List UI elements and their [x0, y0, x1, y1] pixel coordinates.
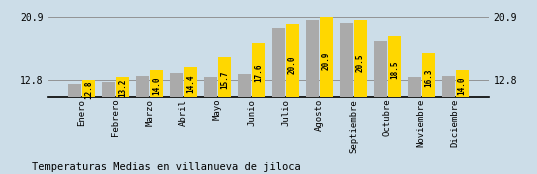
Text: 20.5: 20.5	[356, 53, 365, 72]
Bar	[442, 76, 455, 174]
Text: 18.5: 18.5	[390, 60, 399, 79]
Bar	[408, 77, 421, 174]
Text: 15.7: 15.7	[220, 70, 229, 89]
Bar	[204, 77, 217, 174]
Bar	[286, 24, 299, 174]
Text: 17.6: 17.6	[254, 64, 263, 82]
Text: 20.9: 20.9	[322, 52, 331, 70]
Text: 14.4: 14.4	[186, 75, 195, 93]
Bar	[116, 77, 129, 174]
Bar	[422, 53, 434, 174]
Bar	[218, 57, 231, 174]
Bar	[136, 76, 149, 174]
Text: Temperaturas Medias en villanueva de jiloca: Temperaturas Medias en villanueva de jil…	[32, 162, 301, 172]
Bar	[354, 20, 367, 174]
Bar	[170, 73, 183, 174]
Bar	[306, 20, 319, 174]
Bar	[238, 74, 251, 174]
Bar	[68, 84, 81, 174]
Bar	[82, 80, 95, 174]
Bar	[103, 82, 115, 174]
Text: 14.0: 14.0	[152, 76, 161, 94]
Bar	[320, 17, 333, 174]
Bar	[340, 23, 353, 174]
Bar	[456, 70, 469, 174]
Text: 14.0: 14.0	[458, 76, 467, 94]
Text: 13.2: 13.2	[118, 79, 127, 97]
Text: 16.3: 16.3	[424, 68, 433, 86]
Text: 20.0: 20.0	[288, 55, 297, 74]
Bar	[272, 28, 285, 174]
Bar	[184, 67, 197, 174]
Text: 12.8: 12.8	[84, 80, 93, 99]
Bar	[252, 42, 265, 174]
Bar	[374, 41, 387, 174]
Bar	[150, 70, 163, 174]
Bar	[388, 35, 401, 174]
